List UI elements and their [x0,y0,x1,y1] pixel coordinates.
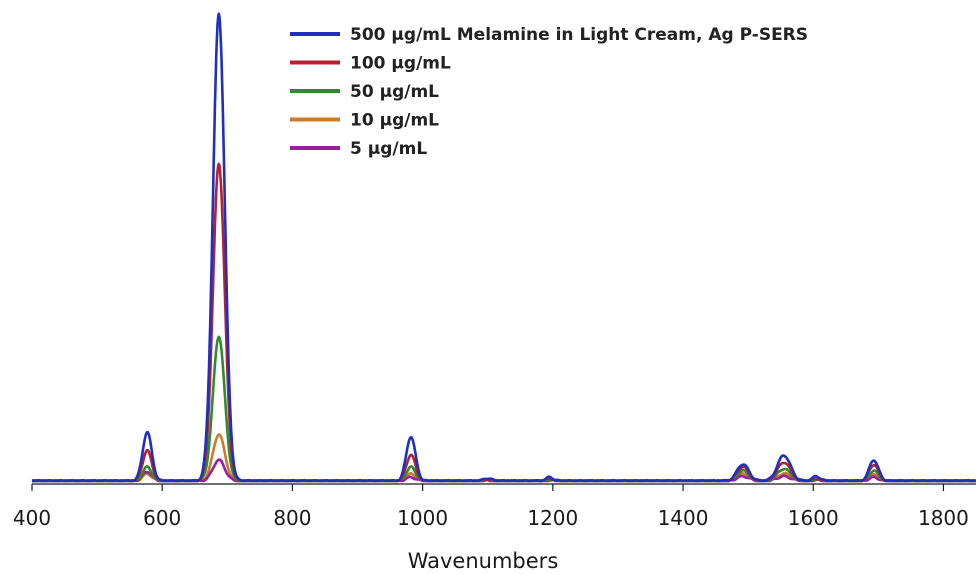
series-line-2 [31,335,976,483]
x-tick-label: 1200 [527,506,578,530]
legend-label: 5 µg/mL [350,139,427,159]
series-line-3 [31,433,976,483]
x-tick-label: 800 [273,506,311,530]
legend-label: 50 µg/mL [350,82,439,102]
series-line-1 [31,162,976,483]
legend-label: 100 µg/mL [350,54,451,74]
x-tick-label: 1600 [788,506,839,530]
x-tick-label: 1400 [658,506,709,530]
legend-label: 10 µg/mL [350,111,439,131]
series-line-4 [31,458,976,483]
x-tick-label: 1000 [397,506,448,530]
x-axis-title: Wavenumbers [408,549,559,573]
legend: 500 µg/mL Melamine in Light Cream, Ag P-… [290,25,808,159]
series-layer [31,12,976,483]
legend-label: 500 µg/mL Melamine in Light Cream, Ag P-… [350,25,808,45]
series-line-0 [31,12,976,483]
x-tick-label: 1800 [918,506,969,530]
x-tick-label: 400 [13,506,51,530]
x-tick-label: 600 [143,506,181,530]
x-tick-layer: 400 600 800 1000 1200 1400 1600 1800 [13,484,969,530]
